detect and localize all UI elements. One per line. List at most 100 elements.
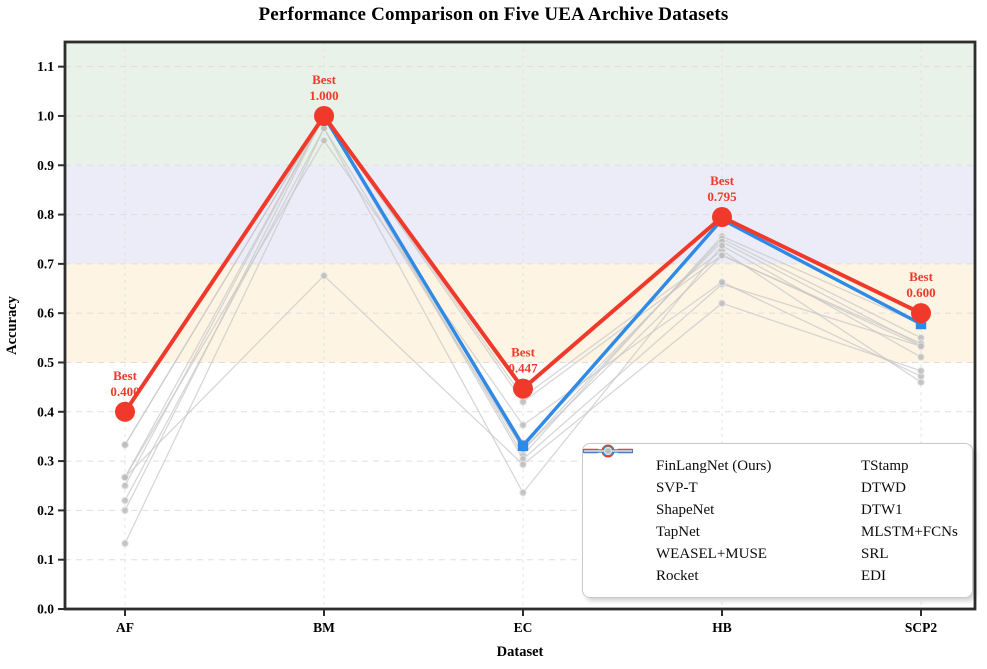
y-tick-label: 0.7 [37, 256, 54, 271]
legend-sample [584, 447, 851, 495]
best-annotation-value: 0.600 [906, 285, 935, 300]
data-point-marker [519, 460, 527, 469]
legend-label: TStamp [861, 457, 909, 474]
data-point-marker [911, 303, 931, 324]
legend-label: WEASEL+MUSE [656, 546, 767, 563]
data-point-marker [917, 353, 925, 361]
legend-item: TStamp [584, 447, 961, 477]
best-annotation-label: Best [511, 345, 536, 360]
data-point-marker [121, 481, 129, 490]
data-point-marker [718, 241, 726, 250]
legend-sample-icon [584, 447, 632, 455]
x-tick-label: EC [514, 620, 533, 635]
data-point-marker [519, 421, 527, 429]
data-point-marker [915, 318, 927, 330]
y-tick-label: 0.3 [37, 454, 54, 469]
legend-item: DTWD [584, 447, 961, 499]
data-point-marker [121, 440, 129, 449]
y-tick-label: 0.0 [37, 602, 54, 617]
data-point-marker [917, 366, 925, 375]
y-tick-label: 0.4 [37, 404, 54, 419]
data-point-marker [519, 398, 527, 406]
legend-label: TapNet [656, 524, 700, 541]
data-point-marker [718, 251, 726, 260]
data-point-marker [712, 207, 732, 228]
legend-sample [584, 447, 851, 540]
x-tick-label: BM [313, 620, 335, 635]
best-annotation-value: 0.400 [110, 384, 139, 399]
best-annotation-label: Best [312, 72, 337, 87]
best-annotation-label: Best [909, 269, 934, 284]
legend-label: FinLangNet (Ours) [656, 457, 772, 474]
y-tick-label: 0.1 [37, 552, 54, 567]
data-point-marker [121, 506, 129, 515]
data-point-marker [718, 299, 726, 308]
legend-label: MLSTM+FCNs [861, 524, 958, 541]
legend-sample [584, 447, 646, 562]
data-point-marker [314, 105, 334, 126]
legend-sample [584, 447, 646, 540]
legend-label: Rocket [656, 568, 699, 585]
data-point-marker [115, 401, 135, 422]
best-annotation-label: Best [710, 173, 735, 188]
legend-label: ShapeNet [656, 501, 715, 518]
plot-frame [63, 40, 977, 611]
legend-label: EDI [861, 568, 886, 585]
legend-item: SVP-T [583, 446, 801, 499]
best-annotation-label: Best [113, 368, 138, 383]
x-tick-label: HB [712, 620, 732, 635]
legend-item: MLSTM+FCNs [584, 447, 961, 544]
data-point-marker [320, 271, 328, 280]
legend-sample [584, 447, 851, 473]
best-annotation-value: 0.447 [508, 361, 538, 376]
legend-label: SVP-T [656, 479, 698, 496]
legend-sample [584, 447, 851, 517]
best-annotation-value: 0.795 [707, 189, 737, 204]
y-tick-label: 1.1 [37, 59, 54, 74]
legend-item: WEASEL+MUSE [584, 447, 801, 566]
data-point-marker [513, 378, 533, 399]
data-point-marker [320, 136, 328, 145]
legend-sample [584, 447, 646, 584]
legend-label: SRL [861, 546, 889, 563]
legend-label: DTW1 [861, 501, 903, 518]
chart-title: Performance Comparison on Five UEA Archi… [258, 4, 729, 25]
data-point-marker [517, 440, 529, 452]
legend-item: Rocket [584, 447, 801, 588]
legend-sample [584, 447, 646, 517]
data-point-marker [121, 473, 129, 482]
data-point-marker [519, 488, 527, 497]
y-tick-label: 0.2 [37, 503, 54, 518]
legend-item: FinLangNet (Ours) [583, 444, 801, 477]
legend-item: SRL [584, 447, 961, 566]
legend-item: TapNet [584, 447, 801, 544]
y-tick-label: 0.5 [37, 355, 54, 370]
background-band [65, 42, 975, 166]
best-annotation-value: 1.000 [309, 88, 338, 103]
legend: FinLangNet (Ours) SVP-T ShapeNet TapNet WEAS… [582, 443, 973, 598]
y-axis-title: Accuracy [4, 295, 20, 355]
y-tick-label: 0.6 [37, 306, 54, 321]
data-point-marker [917, 342, 925, 351]
x-tick-label: AF [116, 620, 134, 635]
data-point-marker [121, 539, 129, 548]
legend-item: ShapeNet [584, 447, 801, 521]
legend-column: TStamp DTWD DTW1 MLSTM+FCNs SRL EDI [584, 447, 961, 588]
legend-label: DTWD [861, 479, 906, 496]
data-point-marker [718, 278, 726, 287]
x-tick-label: SCP2 [905, 620, 938, 635]
legend-sample [583, 446, 646, 495]
x-axis-title: Dataset [497, 644, 544, 660]
legend-sample [584, 447, 851, 584]
y-tick-label: 1.0 [37, 108, 54, 123]
y-tick-label: 0.8 [37, 207, 54, 222]
legend-column: FinLangNet (Ours) SVP-T ShapeNet TapNet WEAS… [583, 444, 801, 588]
legend-item: EDI [584, 447, 961, 588]
y-tick-label: 0.9 [37, 158, 54, 173]
legend-sample [583, 444, 646, 473]
legend-sample [584, 447, 851, 562]
legend-item: DTW1 [584, 447, 961, 521]
data-point-marker [121, 496, 129, 505]
